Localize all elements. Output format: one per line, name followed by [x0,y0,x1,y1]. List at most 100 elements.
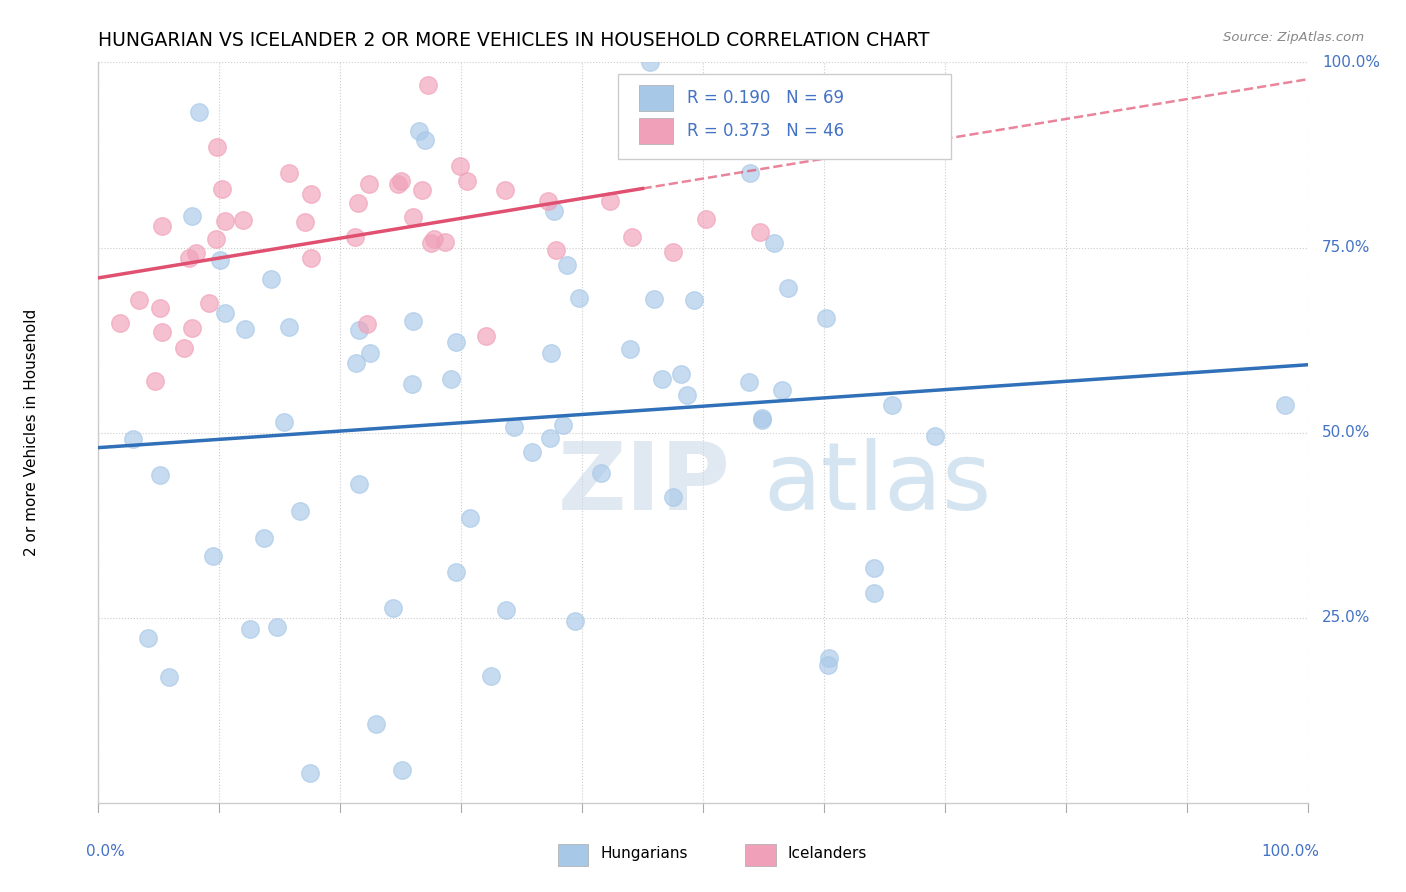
Point [683,293,706,308]
Point [344,356,367,370]
Text: Icelanders: Icelanders [787,846,868,861]
Point [503,420,526,434]
Point [152,219,174,234]
Point [440,372,463,386]
Point [173,341,195,355]
Point [564,614,586,628]
Point [544,243,567,257]
Text: 75.0%: 75.0% [1322,240,1371,255]
Point [294,214,316,228]
Point [273,415,295,429]
Text: 0.0%: 0.0% [86,844,125,858]
Point [762,235,785,250]
Point [695,211,717,226]
Point [520,445,543,459]
Point [408,123,430,137]
Point [401,314,423,328]
Point [433,235,456,249]
Point [898,139,921,153]
Point [449,159,471,173]
Point [676,387,699,401]
Point [357,178,380,192]
Point [299,187,322,202]
Point [110,316,132,330]
Point [669,367,692,381]
Point [479,669,502,683]
Point [180,321,202,335]
Point [540,346,562,360]
Point [149,468,172,483]
Point [638,55,661,70]
Point [232,212,254,227]
Point [205,232,228,246]
Point [347,195,370,210]
Point [150,325,173,339]
Point [413,133,436,147]
Point [475,329,498,343]
Point [420,236,443,251]
Point [214,306,236,320]
Point [555,258,578,272]
Point [882,398,904,412]
Point [444,565,467,579]
Point [187,104,209,119]
Text: R = 0.190   N = 69: R = 0.190 N = 69 [688,89,844,107]
Point [391,763,413,777]
Point [662,245,685,260]
Point [751,410,773,425]
Text: HUNGARIAN VS ICELANDER 2 OR MORE VEHICLES IN HOUSEHOLD CORRELATION CHART: HUNGARIAN VS ICELANDER 2 OR MORE VEHICLE… [98,30,929,50]
Text: R = 0.373   N = 46: R = 0.373 N = 46 [688,122,845,140]
Point [298,766,321,780]
Point [599,194,621,208]
Point [738,375,761,389]
Point [128,293,150,307]
Point [418,78,440,92]
Point [402,210,425,224]
Text: 100.0%: 100.0% [1322,55,1381,70]
Point [543,203,565,218]
Point [818,651,841,665]
Point [207,139,229,153]
Point [814,310,837,325]
Point [277,320,299,334]
Point [749,225,772,239]
Point [387,177,409,191]
Point [364,717,387,731]
Point [423,232,446,246]
Point [149,301,172,315]
Point [343,230,366,244]
Point [811,102,834,116]
Point [751,413,773,427]
Point [651,372,673,386]
Point [589,466,612,480]
Point [456,174,478,188]
Point [211,182,233,196]
Point [198,296,221,310]
Point [494,183,516,197]
Point [202,549,225,563]
Point [209,253,232,268]
Point [121,432,143,446]
Text: Source: ZipAtlas.com: Source: ZipAtlas.com [1223,31,1364,45]
Point [349,476,371,491]
Point [458,511,481,525]
Point [181,209,204,223]
Text: 100.0%: 100.0% [1261,844,1320,858]
Point [233,321,256,335]
Point [278,166,301,180]
Point [214,214,236,228]
FancyBboxPatch shape [619,73,950,159]
Point [740,166,762,180]
FancyBboxPatch shape [638,118,673,144]
Point [347,323,370,337]
Point [551,417,574,432]
Point [661,490,683,504]
Point [863,586,886,600]
Text: 2 or more Vehicles in Household: 2 or more Vehicles in Household [24,309,39,557]
Point [411,183,433,197]
Point [495,602,517,616]
Point [359,346,381,360]
Point [619,342,641,356]
Point [252,531,274,545]
Point [1274,398,1296,412]
